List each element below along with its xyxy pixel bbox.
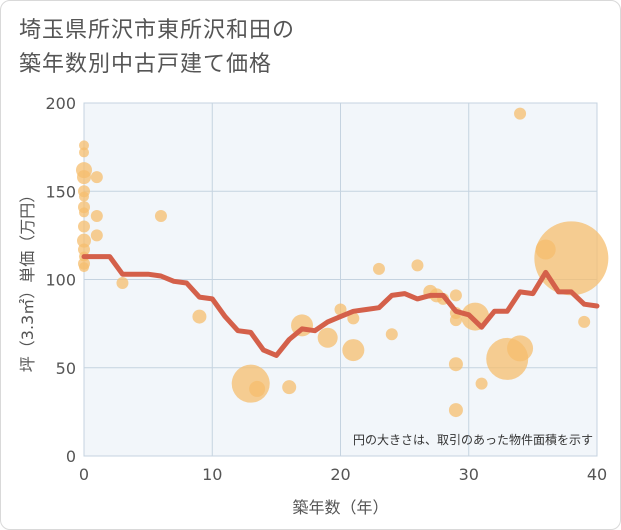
data-bubble: [78, 243, 90, 256]
data-bubble: [231, 364, 270, 403]
data-bubble: [342, 339, 365, 362]
size-note: 円の大きさは、取引のあった物件面積を示す: [353, 432, 593, 447]
data-bubble: [449, 314, 462, 327]
data-bubble: [90, 171, 103, 184]
x-tick-label: 10: [202, 465, 222, 484]
data-bubble: [411, 259, 424, 272]
data-bubble: [77, 233, 91, 248]
data-bubble: [514, 107, 527, 120]
y-tick-label: 150: [45, 182, 76, 201]
data-bubble: [372, 262, 385, 275]
x-tick-label: 0: [79, 465, 89, 484]
trend-line: [81, 254, 600, 358]
data-bubble: [79, 207, 89, 218]
data-bubble: [334, 303, 347, 316]
x-axis-label: 築年数（年）: [292, 498, 388, 517]
data-bubble: [475, 377, 488, 390]
data-bubble: [79, 147, 89, 158]
data-bubble: [78, 220, 90, 233]
data-bubble: [448, 403, 463, 418]
data-bubble: [534, 221, 609, 296]
title-line-1: 埼玉県所沢市東所沢和田の: [19, 18, 296, 43]
data-bubble: [317, 327, 338, 348]
data-bubble: [116, 277, 129, 290]
y-axis-label: 坪（3.3㎡）単価（万円）: [18, 187, 37, 372]
data-bubble: [385, 328, 398, 341]
y-tick-label: 50: [56, 359, 76, 378]
data-bubble: [79, 262, 89, 273]
data-bubble: [449, 289, 462, 302]
data-bubble: [448, 357, 463, 372]
title-line-2: 築年数別中古戸建て価格: [19, 52, 273, 77]
x-tick-label: 30: [459, 465, 479, 484]
data-bubble: [507, 335, 534, 362]
data-bubble: [79, 191, 89, 202]
data-bubble: [90, 229, 103, 242]
y-tick-label: 0: [66, 447, 76, 466]
x-tick-label: 20: [330, 465, 350, 484]
data-bubble: [249, 380, 266, 397]
data-bubble: [79, 140, 89, 151]
data-bubble: [347, 312, 360, 325]
data-bubble: [90, 209, 103, 222]
y-tick-label: 100: [45, 271, 76, 290]
data-bubble: [282, 380, 297, 395]
x-tick-label: 40: [587, 465, 607, 484]
y-tick-label: 200: [45, 94, 76, 113]
axis-ticks: 0 10 20 30 40 0 50 100 150 200: [45, 94, 607, 484]
data-bubble: [154, 209, 167, 222]
data-bubble: [77, 170, 91, 185]
data-bubble: [578, 315, 591, 328]
data-bubble: [192, 309, 207, 324]
chart-title: 埼玉県所沢市東所沢和田の 築年数別中古戸建て価格: [19, 14, 295, 82]
